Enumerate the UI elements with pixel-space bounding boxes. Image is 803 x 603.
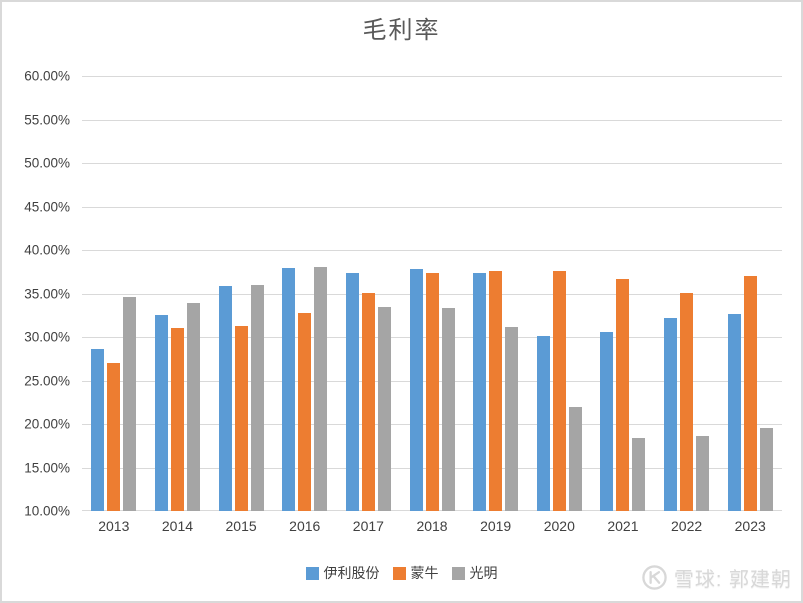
bar-蒙牛-2016 <box>298 313 312 511</box>
plot-area <box>82 76 782 511</box>
bar-光明-2022 <box>696 436 710 511</box>
bar-group-2023 <box>718 76 782 511</box>
x-axis-label: 2014 <box>161 518 194 534</box>
bar-光明-2021 <box>632 438 646 511</box>
bar-group-2021 <box>591 76 655 511</box>
x-axis-label: 2022 <box>671 518 703 534</box>
bar-伊利股份-2019 <box>473 273 487 511</box>
bar-伊利股份-2015 <box>218 286 232 511</box>
bar-蒙牛-2019 <box>489 271 503 511</box>
bar-伊利股份-2018 <box>409 269 423 511</box>
bar-光明-2014 <box>186 303 200 511</box>
bar-group-2017 <box>337 76 401 511</box>
gridline <box>82 207 782 208</box>
bar-蒙牛-2013 <box>107 363 121 511</box>
bar-group-2018 <box>400 76 464 511</box>
bar-group-2014 <box>146 76 210 511</box>
legend-label: 伊利股份 <box>323 565 380 581</box>
x-axis: 2013 2014 2015 2016 2017 2018 2019 2020 2021 2022… <box>82 518 782 534</box>
y-axis-tick-label: 50.00% <box>24 155 70 171</box>
x-axis-label: 2020 <box>543 518 575 534</box>
gridline <box>82 120 782 121</box>
gridline <box>82 250 782 251</box>
bar-伊利股份-2016 <box>282 268 296 511</box>
chart-title: 毛利率 <box>362 17 441 44</box>
x-axis-label: 2013 <box>98 518 130 534</box>
legend-swatch-icon <box>451 566 465 580</box>
y-axis-tick-label: 40.00% <box>24 242 70 258</box>
x-axis-label: 2019 <box>480 518 512 534</box>
bar-光明-2015 <box>250 285 264 511</box>
bar-伊利股份-2022 <box>664 318 678 511</box>
y-axis-tick-label: 10.00% <box>24 503 70 519</box>
bar-伊利股份-2017 <box>345 273 359 511</box>
y-axis-tick-label: 35.00% <box>24 286 70 302</box>
y-axis-tick-label: 60.00% <box>24 68 70 84</box>
watermark: 雪球: 郭建朝 <box>641 563 792 592</box>
bar-蒙牛-2022 <box>680 293 694 511</box>
y-axis-tick-label: 15.00% <box>24 460 70 476</box>
bar-伊利股份-2014 <box>154 315 168 511</box>
y-axis-tick-label: 30.00% <box>24 329 70 345</box>
xueqiu-logo-icon <box>642 565 667 590</box>
legend: 伊利股份 蒙牛 光明 <box>2 563 801 583</box>
y-axis-tick-label: 25.00% <box>24 373 70 389</box>
y-axis-tick-label: 45.00% <box>24 199 70 215</box>
gridline <box>82 163 782 164</box>
bar-蒙牛-2014 <box>170 328 184 511</box>
bar-伊利股份-2013 <box>91 349 105 511</box>
x-axis-label: 2017 <box>352 518 384 534</box>
legend-swatch-icon <box>392 566 406 580</box>
bar-group-2020 <box>527 76 591 511</box>
bar-光明-2016 <box>314 267 328 511</box>
bar-蒙牛-2018 <box>425 273 439 511</box>
bar-蒙牛-2023 <box>743 276 757 511</box>
legend-item-蒙牛: 蒙牛 <box>392 563 439 583</box>
bar-光明-2023 <box>759 428 773 511</box>
bar-group-2019 <box>464 76 528 511</box>
watermark-text: 雪球: 郭建朝 <box>673 569 792 591</box>
bar-光明-2020 <box>568 407 582 511</box>
bar-光明-2018 <box>441 308 455 511</box>
y-axis-tick-label: 20.00% <box>24 416 70 432</box>
bar-group-2016 <box>273 76 337 511</box>
bar-光明-2013 <box>123 297 137 511</box>
gridline <box>82 76 782 77</box>
bar-伊利股份-2023 <box>727 314 741 511</box>
bar-group-2015 <box>209 76 273 511</box>
y-axis-tick-label: 55.00% <box>24 112 70 128</box>
bar-蒙牛-2015 <box>234 326 248 511</box>
bar-蒙牛-2017 <box>361 293 375 511</box>
bar-伊利股份-2021 <box>600 332 614 511</box>
x-axis-label: 2015 <box>225 518 257 534</box>
legend-label: 蒙牛 <box>410 565 439 581</box>
y-axis: 60.00% 55.00% 50.00% 45.00% 40.00% 35.00% 30.0… <box>2 69 74 519</box>
bar-光明-2017 <box>377 307 391 511</box>
legend-item-伊利股份: 伊利股份 <box>305 563 380 583</box>
x-axis-label: 2016 <box>289 518 321 534</box>
bar-series-area <box>82 76 782 511</box>
x-axis-label: 2023 <box>734 518 766 534</box>
x-axis-label: 2018 <box>416 518 448 534</box>
legend-label: 光明 <box>469 565 498 581</box>
bar-蒙牛-2021 <box>616 279 630 511</box>
bar-蒙牛-2020 <box>552 271 566 511</box>
legend-swatch-icon <box>305 566 319 580</box>
bar-光明-2019 <box>505 327 519 511</box>
x-axis-label: 2021 <box>607 518 639 534</box>
legend-item-光明: 光明 <box>451 563 498 583</box>
bar-group-2022 <box>655 76 719 511</box>
bar-group-2013 <box>82 76 146 511</box>
bar-伊利股份-2020 <box>536 336 550 511</box>
